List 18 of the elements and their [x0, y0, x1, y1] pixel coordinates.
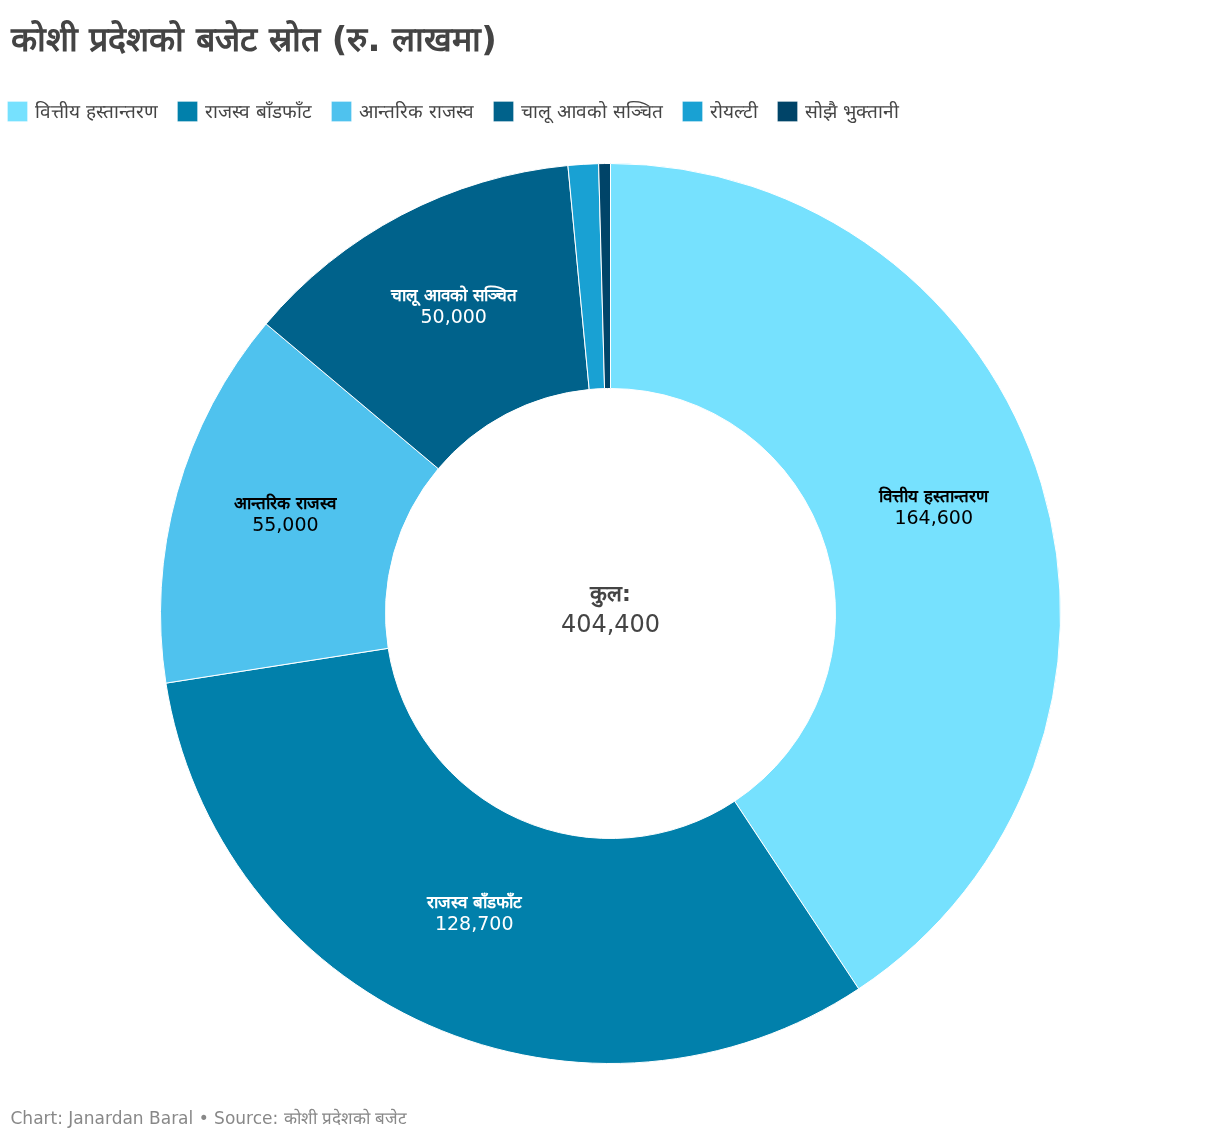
- legend-label: सोझै भुक्तानी: [805, 99, 900, 124]
- text: Chart: Janardan Baral • Source: कोशी प्रदेशको बजेट: [10, 1107, 408, 1128]
- slice-label: राजस्व बाँडफाँट: [425, 892, 523, 913]
- legend-label: रोयल्टी: [710, 99, 759, 124]
- slice-label: चालू आवको सञ्चित: [389, 284, 518, 307]
- legend-label: राजस्व बाँडफाँट: [205, 99, 313, 124]
- data-label: 128,700: [434, 912, 514, 935]
- text: कुल:: [589, 580, 631, 608]
- data-label: 55,000: [252, 512, 319, 535]
- slice-label: आन्तरिक राजस्व: [234, 492, 339, 513]
- legend-label: चालू आवको सञ्चित: [521, 99, 664, 124]
- data-label: 50,000: [420, 304, 487, 327]
- chart-title: कोशी प्रदेशको बजेट स्रोत (रु. लाखमा): [9, 18, 497, 59]
- legend-label: आन्तरिक राजस्व: [359, 99, 475, 124]
- legend-label: वित्तीय हस्तान्तरण: [35, 99, 159, 124]
- slice-label: वित्तीय हस्तान्तरण: [878, 486, 990, 507]
- text: 404,400: [560, 609, 661, 638]
- data-label: 164,600: [894, 506, 973, 529]
